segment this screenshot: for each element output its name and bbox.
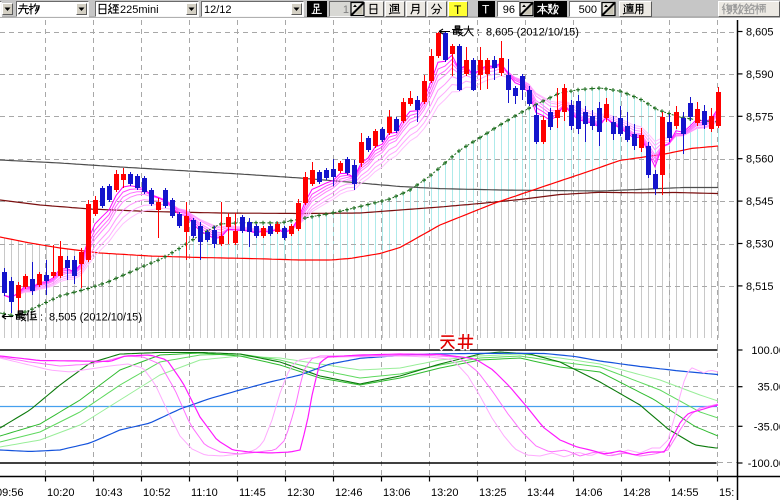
svg-text:-35.00: -35.00 (754, 421, 780, 433)
svg-text:1: 1 (343, 4, 349, 16)
svg-text:8,505 (2012/10/15): 8,505 (2012/10/15) (49, 312, 142, 324)
svg-text:8,515: 8,515 (746, 281, 774, 293)
svg-text:T: T (482, 3, 490, 17)
svg-text:500: 500 (579, 4, 597, 16)
svg-text:14:06: 14:06 (575, 487, 603, 499)
svg-text:13:20: 13:20 (431, 487, 459, 499)
svg-text:12:46: 12:46 (335, 487, 363, 499)
svg-text:11:45: 11:45 (239, 487, 266, 499)
svg-text::: : (40, 312, 43, 324)
svg-text:12/12: 12/12 (204, 4, 232, 16)
svg-text:-100.00: -100.00 (748, 458, 780, 470)
svg-text:13:25: 13:25 (479, 487, 507, 499)
svg-text:8,575: 8,575 (746, 111, 774, 123)
svg-text:15:: 15: (719, 487, 734, 499)
svg-text:35.00: 35.00 (757, 382, 780, 394)
svg-text::: : (477, 27, 480, 39)
svg-text:T: T (454, 3, 462, 17)
svg-text:09:56: 09:56 (0, 487, 24, 499)
svg-text:14:55: 14:55 (671, 487, 699, 499)
svg-text:10:20: 10:20 (47, 487, 75, 499)
svg-text:13:06: 13:06 (383, 487, 411, 499)
svg-text:13:44: 13:44 (527, 487, 555, 499)
svg-text:8,530: 8,530 (746, 239, 774, 251)
svg-text:96: 96 (503, 4, 515, 16)
svg-text:100.00: 100.00 (751, 345, 780, 357)
svg-text:8,605: 8,605 (746, 27, 774, 39)
svg-text:8,545: 8,545 (746, 196, 774, 208)
svg-text:225mini: 225mini (120, 4, 159, 16)
svg-text:12:30: 12:30 (287, 487, 315, 499)
svg-text:8,590: 8,590 (746, 69, 774, 81)
svg-text:8,605 (2012/10/15): 8,605 (2012/10/15) (486, 27, 579, 39)
svg-text:8,560: 8,560 (746, 154, 774, 166)
svg-text:10:52: 10:52 (143, 487, 171, 499)
svg-text:14:28: 14:28 (623, 487, 651, 499)
svg-text:11:10: 11:10 (191, 487, 218, 499)
svg-text:10:43: 10:43 (95, 487, 123, 499)
